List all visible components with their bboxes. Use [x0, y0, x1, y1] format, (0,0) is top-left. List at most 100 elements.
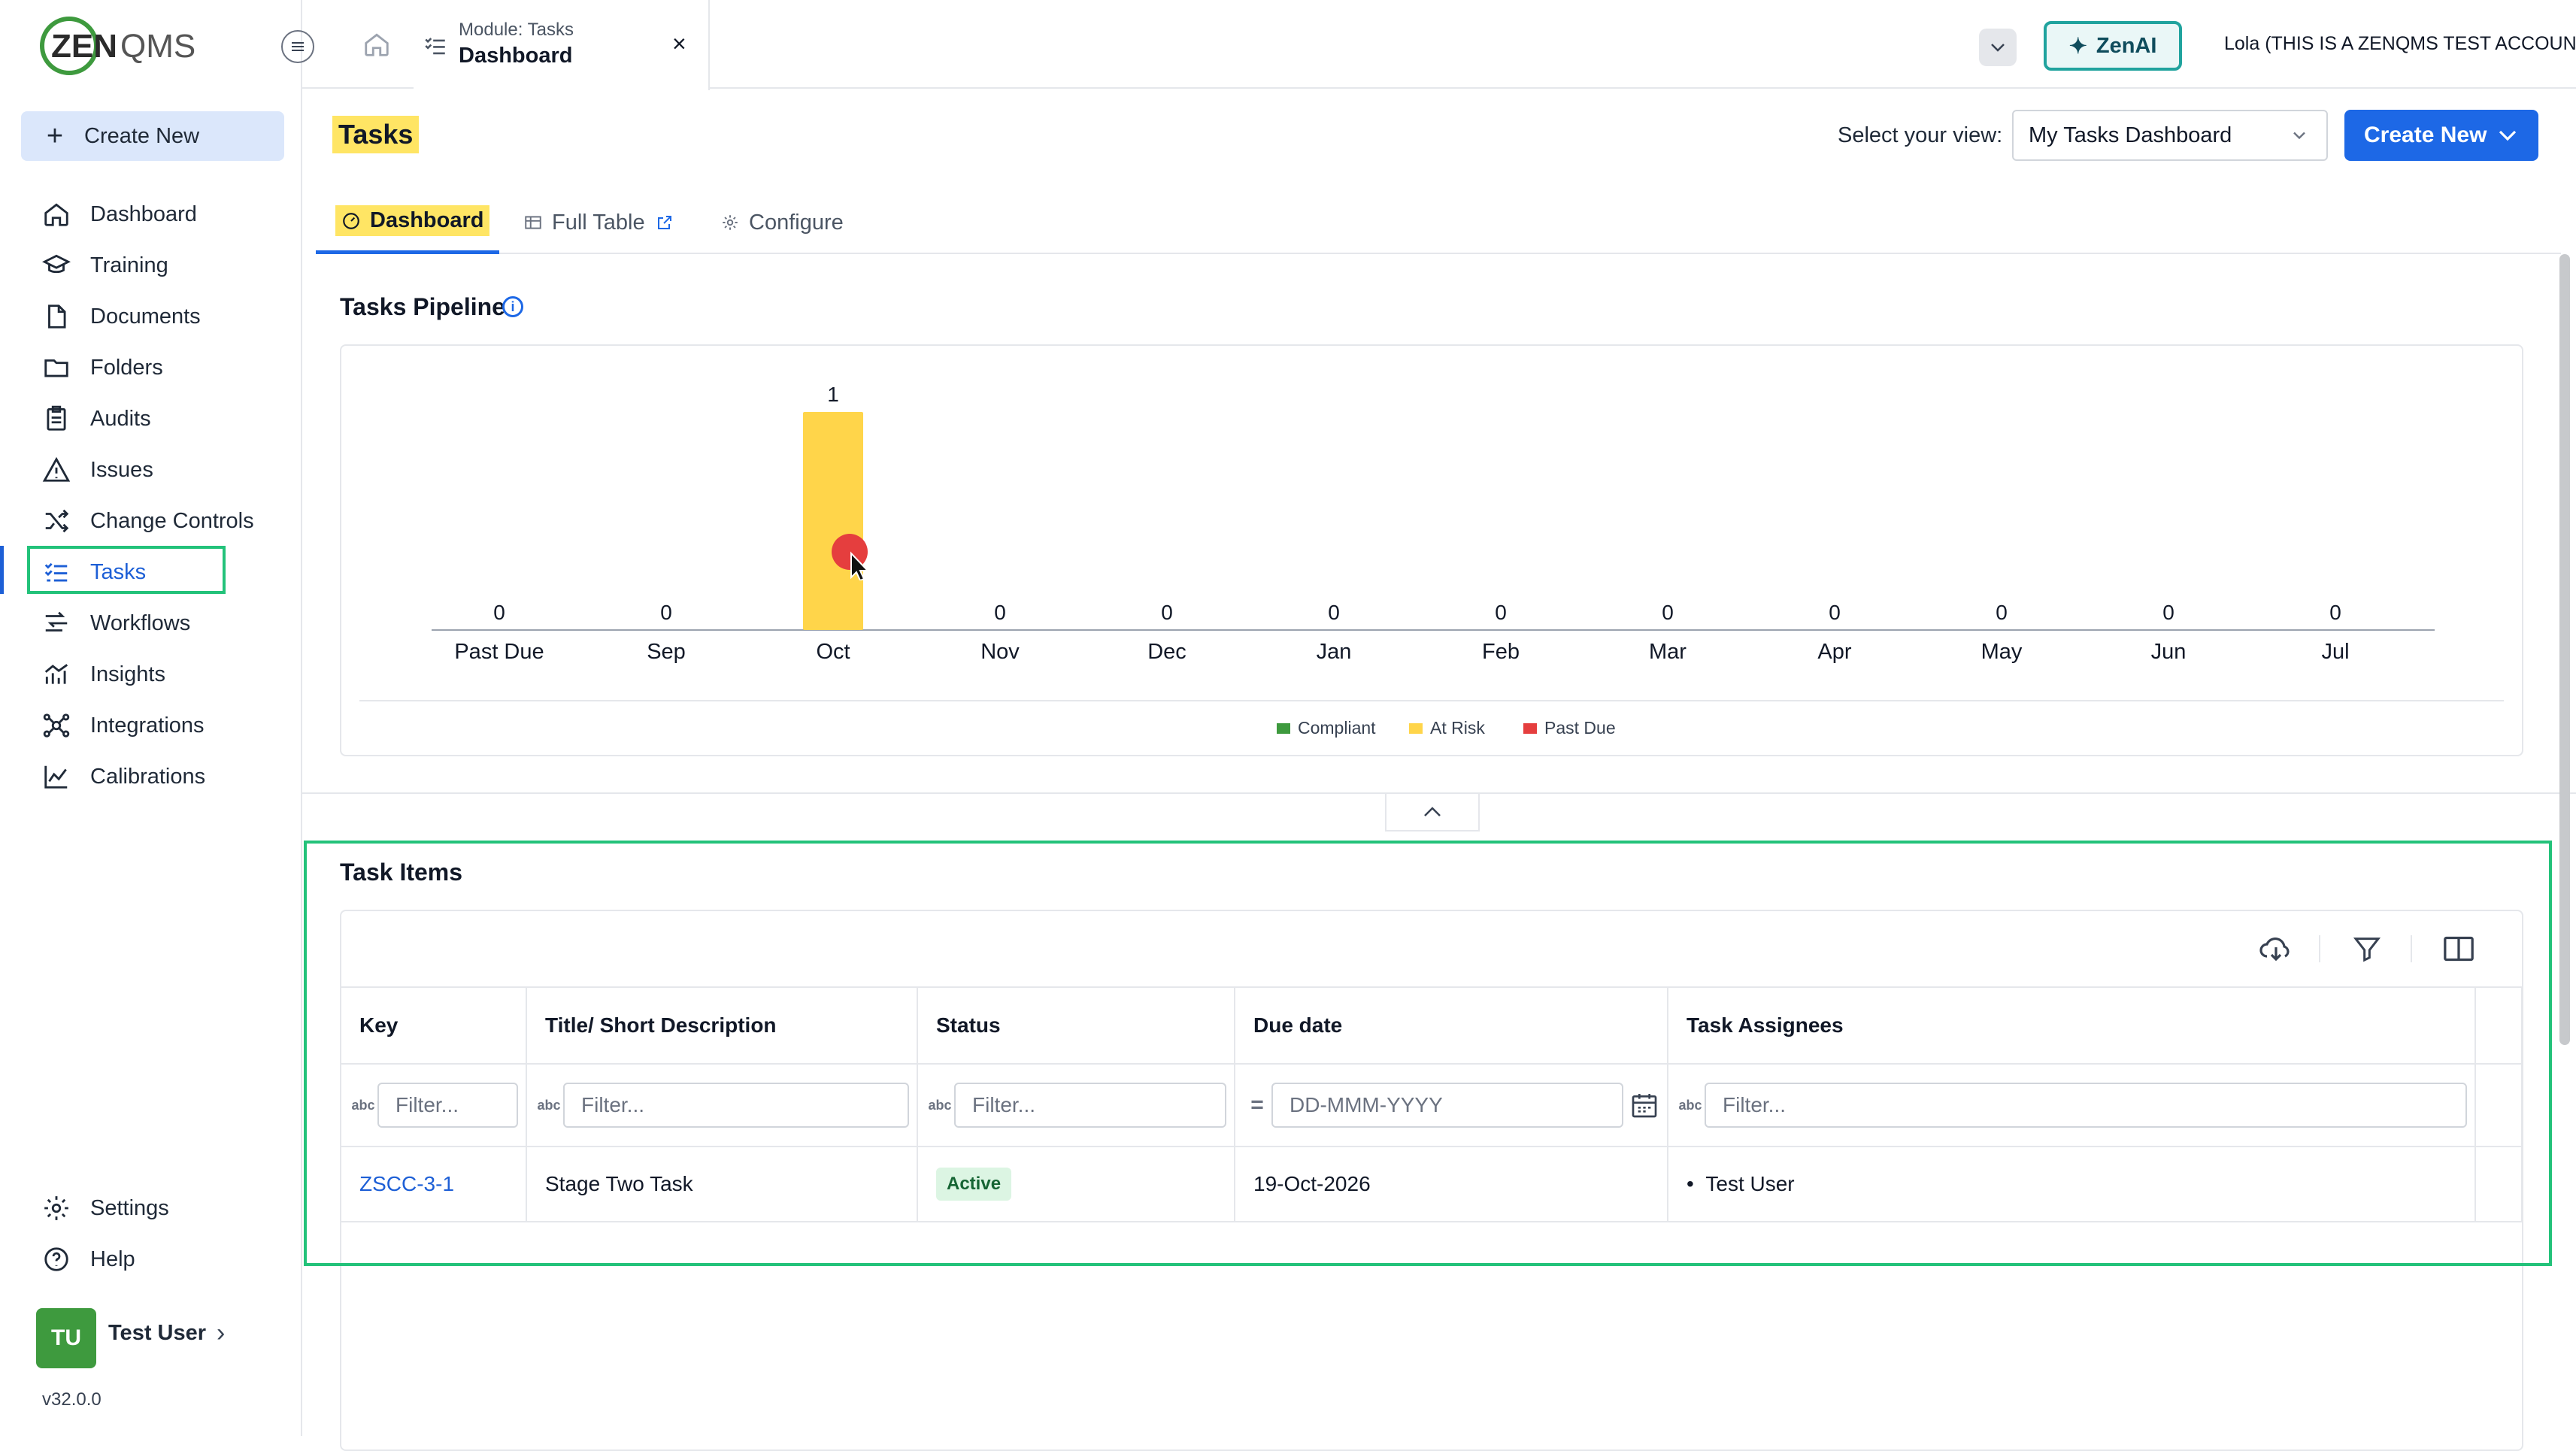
cloud-download-icon[interactable] [2257, 934, 2295, 964]
menu-toggle-icon[interactable] [281, 30, 314, 63]
page-scrollbar[interactable] [2559, 254, 2570, 1045]
sidebar: ZEN QMS + Create New Dashboard Training … [0, 0, 302, 1436]
equals-filter-icon[interactable]: = [1250, 1092, 1264, 1117]
sidebar-item-label: Insights [90, 662, 165, 686]
task-items-title: Task Items [340, 859, 463, 886]
pipeline-chart: 0 Past Due 0 Sep 1 Oct 0 Nov 0 Dec 0 Jan 0 Feb 0 Mar 0 Ap… [359, 383, 2504, 738]
filter-row: abc Filter... abc Filter... abc Filter... =… [341, 1064, 2523, 1147]
tab-configure[interactable]: Configure [720, 191, 844, 254]
column-header-status[interactable]: Status [917, 986, 1235, 1065]
sidebar-item-tasks[interactable]: Tasks [42, 553, 146, 591]
data-label: 0 [1829, 601, 1841, 624]
home-tab[interactable] [340, 0, 415, 89]
column-header-title[interactable]: Title/ Short Description [526, 986, 918, 1065]
tick-label: Jan [1317, 640, 1352, 664]
tick-label: May [1981, 640, 2023, 664]
zenai-button[interactable]: ✦ ZenAI [2044, 21, 2182, 71]
chevron-right-icon[interactable]: › [217, 1319, 226, 1347]
sidebar-item-audits[interactable]: Audits [42, 400, 151, 438]
text-filter-icon[interactable]: abc [1678, 1097, 1702, 1113]
tick-label: Oct [816, 640, 850, 664]
sidebar-item-help[interactable]: Help [42, 1240, 135, 1278]
column-header-assignees[interactable]: Task Assignees [1668, 986, 2476, 1065]
graduation-cap-icon [42, 254, 71, 274]
legend-swatch [1523, 723, 1537, 734]
data-label: 0 [1996, 601, 2008, 624]
sidebar-item-workflows[interactable]: Workflows [42, 604, 190, 642]
task-due-date: 19-Oct-2026 [1235, 1147, 1668, 1222]
column-header-key[interactable]: Key [341, 986, 527, 1065]
sidebar-item-issues[interactable]: Issues [42, 451, 153, 489]
sidebar-item-calibrations[interactable]: Calibrations [42, 758, 205, 795]
legend-swatch [1277, 723, 1290, 734]
title-filter-input[interactable]: Filter... [563, 1083, 909, 1128]
filter-spacer [2475, 1064, 2523, 1147]
text-filter-icon[interactable]: abc [537, 1097, 561, 1113]
create-new-button[interactable]: + Create New [21, 111, 284, 161]
filter-icon[interactable] [2352, 934, 2382, 964]
sidebar-item-insights[interactable]: Insights [42, 656, 165, 693]
folder-icon [44, 359, 68, 377]
tab-label: Configure [749, 210, 844, 235]
view-select-label: Select your view: [1838, 123, 2003, 147]
key-filter-input[interactable]: Filter... [377, 1083, 518, 1128]
tick-label: Dec [1147, 640, 1186, 664]
calendar-icon[interactable] [1629, 1090, 1659, 1120]
tick-label: Jul [2321, 640, 2349, 664]
chevron-down-icon [1991, 44, 2005, 52]
sparkle-icon: ✦ [2068, 34, 2087, 59]
tick-label: Apr [1817, 640, 1851, 664]
sidebar-item-label: Training [90, 253, 168, 277]
view-select[interactable]: My Tasks Dashboard [2012, 110, 2328, 161]
text-filter-icon[interactable]: abc [351, 1097, 375, 1113]
bullet: • [1687, 1172, 1706, 1195]
sidebar-item-label: Audits [90, 406, 151, 431]
legend-entry: Compliant [1298, 718, 1376, 738]
sidebar-item-settings[interactable]: Settings [42, 1189, 169, 1227]
collapse-chart-button[interactable] [1385, 794, 1480, 832]
toolbar-separator [2411, 935, 2412, 962]
tab-full-table[interactable]: Full Table [523, 191, 683, 254]
tabs-dropdown-button[interactable] [1979, 29, 2017, 66]
tab-tasks-dashboard[interactable]: Module: Tasks Dashboard × [414, 0, 710, 90]
task-key-link[interactable]: ZSCC-3-1 [359, 1172, 455, 1195]
close-icon[interactable]: × [672, 30, 686, 57]
tab-label: Full Table [552, 210, 645, 235]
gear-icon [723, 215, 738, 230]
row-spacer [2475, 1147, 2523, 1222]
assignee-filter-input[interactable]: Filter... [1705, 1083, 2467, 1128]
sidebar-item-integrations[interactable]: Integrations [42, 707, 205, 744]
sidebar-item-documents[interactable]: Documents [42, 298, 201, 335]
chevron-down-icon [2499, 130, 2517, 141]
account-name[interactable]: Lola (THIS IS A ZENQMS TEST ACCOUNT) [2224, 33, 2576, 54]
zenai-label: ZenAI [2096, 33, 2157, 58]
sidebar-item-training[interactable]: Training [42, 247, 168, 284]
zenqms-logo[interactable]: ZEN QMS [38, 14, 211, 78]
avatar[interactable]: TU [36, 1308, 96, 1368]
tab-dashboard[interactable]: Dashboard [316, 191, 499, 254]
columns-icon[interactable] [2442, 934, 2475, 964]
data-label: 1 [827, 383, 839, 406]
home-icon [44, 203, 68, 226]
integrations-icon [43, 713, 70, 738]
table-row[interactable]: ZSCC-3-1 Stage Two Task Active 19-Oct-20… [341, 1147, 2523, 1222]
app-version: v32.0.0 [42, 1389, 102, 1410]
column-header-due-date[interactable]: Due date [1235, 986, 1668, 1065]
tab-title: Dashboard [459, 44, 573, 68]
sidebar-item-change-controls[interactable]: Change Controls [42, 502, 254, 540]
info-icon[interactable]: i [502, 296, 523, 317]
view-tabs: Dashboard Full Table Configure [316, 191, 2561, 254]
due-date-filter-input[interactable]: DD-MMM-YYYY [1271, 1083, 1623, 1128]
sidebar-item-folders[interactable]: Folders [42, 349, 163, 386]
data-label: 0 [1328, 601, 1340, 624]
task-items-table: Key Title/ Short Description Status Due … [341, 986, 2523, 1222]
create-new-dropdown-button[interactable]: Create New [2344, 110, 2538, 161]
bar-at-risk[interactable] [803, 412, 863, 630]
text-filter-icon[interactable]: abc [928, 1097, 952, 1113]
user-name[interactable]: Test User [108, 1321, 207, 1345]
workflow-icon [45, 611, 68, 632]
status-filter-input[interactable]: Filter... [954, 1083, 1226, 1128]
plus-icon: + [46, 120, 64, 152]
sidebar-item-label: Folders [90, 355, 163, 380]
sidebar-item-dashboard[interactable]: Dashboard [42, 195, 197, 233]
